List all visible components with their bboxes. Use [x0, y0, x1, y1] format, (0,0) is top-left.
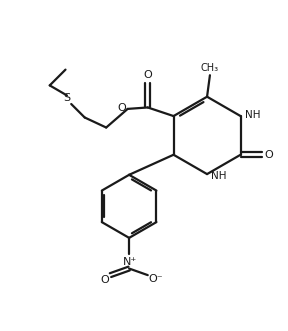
- Text: O: O: [143, 71, 152, 80]
- Text: S: S: [63, 93, 71, 103]
- Text: O: O: [117, 103, 126, 113]
- Text: N⁺: N⁺: [123, 257, 137, 267]
- Text: O⁻: O⁻: [148, 274, 163, 284]
- Text: CH₃: CH₃: [201, 63, 219, 73]
- Text: O: O: [101, 275, 109, 285]
- Text: NH: NH: [211, 170, 227, 180]
- Text: NH: NH: [245, 110, 260, 119]
- Text: O: O: [265, 150, 274, 160]
